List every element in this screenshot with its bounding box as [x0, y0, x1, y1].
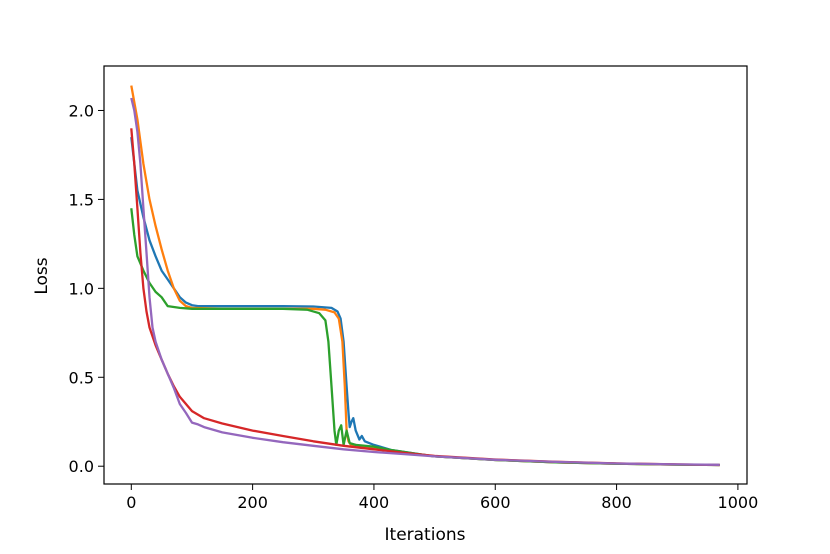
y-tick-label: 1.0 — [69, 279, 94, 298]
y-tick-label: 0.0 — [69, 457, 94, 476]
series-line-2 — [130, 85, 720, 467]
y-axis: 0.0 0.5 1.0 1.5 2.0 — [69, 101, 104, 476]
y-tick-label: 2.0 — [69, 101, 94, 120]
series-line-3 — [130, 208, 720, 467]
x-tick-label: 800 — [601, 493, 632, 512]
series-line-5 — [130, 97, 720, 466]
x-tick-label: 400 — [359, 493, 390, 512]
x-tick-label: 1000 — [718, 493, 759, 512]
series-layer — [130, 85, 720, 467]
y-tick-label: 1.5 — [69, 190, 94, 209]
x-tick-label: 200 — [237, 493, 268, 512]
y-axis-label: Loss — [32, 257, 52, 294]
y-tick-label: 0.5 — [69, 368, 94, 387]
x-axis: 0 200 400 600 800 1000 — [126, 484, 758, 512]
x-tick-label: 600 — [480, 493, 511, 512]
x-axis-label: Iterations — [385, 525, 466, 545]
plot-frame — [103, 65, 748, 485]
x-tick-label: 0 — [126, 493, 136, 512]
series-line-4 — [130, 128, 720, 467]
series-line-1 — [130, 136, 720, 467]
